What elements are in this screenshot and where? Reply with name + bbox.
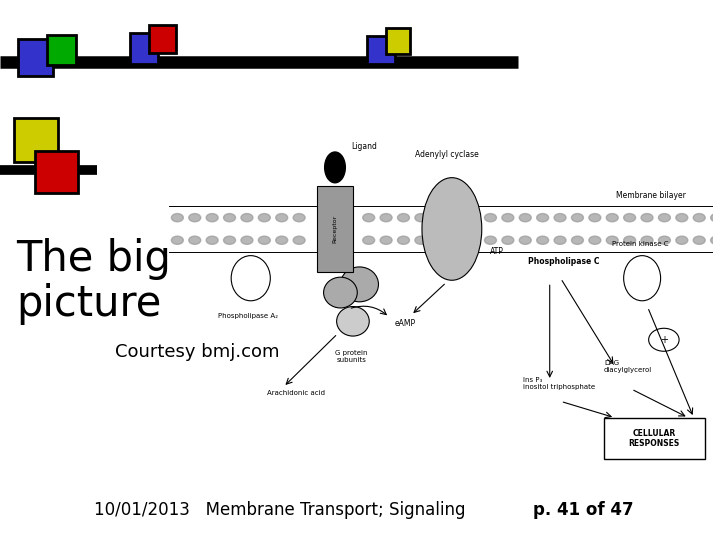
- Ellipse shape: [554, 236, 566, 244]
- Ellipse shape: [258, 236, 270, 244]
- Ellipse shape: [519, 236, 531, 244]
- Text: Courtesy bmj.com: Courtesy bmj.com: [115, 343, 279, 361]
- Ellipse shape: [223, 236, 235, 244]
- Text: Ins P₃
inositol triphosphate: Ins P₃ inositol triphosphate: [523, 377, 595, 390]
- Ellipse shape: [589, 236, 600, 244]
- Ellipse shape: [397, 236, 410, 244]
- Ellipse shape: [397, 213, 410, 222]
- Bar: [149, 25, 176, 53]
- Ellipse shape: [485, 213, 497, 222]
- Bar: [318, 186, 353, 272]
- Bar: [35, 151, 78, 193]
- Ellipse shape: [554, 213, 566, 222]
- Bar: [367, 36, 395, 64]
- Text: 10/01/2013   Membrane Transport; Signaling: 10/01/2013 Membrane Transport; Signaling: [94, 502, 465, 519]
- Text: Protein kinase C: Protein kinase C: [612, 241, 669, 247]
- Ellipse shape: [341, 267, 379, 302]
- Ellipse shape: [415, 213, 427, 222]
- Ellipse shape: [572, 236, 583, 244]
- Ellipse shape: [276, 236, 288, 244]
- Ellipse shape: [693, 236, 705, 244]
- Ellipse shape: [641, 213, 653, 222]
- Text: The big
picture: The big picture: [16, 238, 171, 325]
- Ellipse shape: [241, 236, 253, 244]
- Text: ATP: ATP: [490, 247, 504, 256]
- Text: Phospholipase A₂: Phospholipase A₂: [218, 313, 278, 319]
- Bar: [386, 28, 410, 54]
- Ellipse shape: [572, 213, 583, 222]
- Ellipse shape: [171, 236, 184, 244]
- Ellipse shape: [206, 236, 218, 244]
- Ellipse shape: [189, 236, 201, 244]
- Ellipse shape: [502, 213, 514, 222]
- Ellipse shape: [606, 213, 618, 222]
- Bar: [47, 35, 76, 65]
- Ellipse shape: [624, 213, 636, 222]
- Ellipse shape: [276, 213, 288, 222]
- Ellipse shape: [536, 236, 549, 244]
- Text: G protein
subunits: G protein subunits: [335, 350, 367, 363]
- Ellipse shape: [293, 213, 305, 222]
- Ellipse shape: [676, 213, 688, 222]
- Ellipse shape: [641, 236, 653, 244]
- Ellipse shape: [323, 277, 357, 308]
- Ellipse shape: [624, 255, 661, 301]
- Ellipse shape: [415, 236, 427, 244]
- Circle shape: [649, 328, 679, 351]
- Text: Arachidonic acid: Arachidonic acid: [267, 390, 325, 396]
- Text: +: +: [660, 335, 668, 345]
- Ellipse shape: [485, 236, 497, 244]
- Text: DAG
diacylglycerol: DAG diacylglycerol: [604, 360, 652, 373]
- Text: Adenylyl cyclase: Adenylyl cyclase: [415, 150, 478, 159]
- Ellipse shape: [658, 236, 670, 244]
- Bar: [604, 418, 705, 459]
- Text: Receptor: Receptor: [333, 215, 338, 243]
- Ellipse shape: [241, 213, 253, 222]
- Text: Membrane bilayer: Membrane bilayer: [616, 191, 685, 200]
- Ellipse shape: [171, 213, 184, 222]
- Ellipse shape: [223, 213, 235, 222]
- Ellipse shape: [380, 213, 392, 222]
- Ellipse shape: [363, 236, 374, 244]
- Text: p. 41 of 47: p. 41 of 47: [533, 502, 634, 519]
- Bar: [14, 118, 58, 162]
- Ellipse shape: [589, 213, 600, 222]
- Ellipse shape: [676, 236, 688, 244]
- Ellipse shape: [519, 213, 531, 222]
- Ellipse shape: [693, 213, 705, 222]
- Bar: [130, 33, 158, 64]
- Ellipse shape: [293, 236, 305, 244]
- Ellipse shape: [231, 255, 270, 301]
- Ellipse shape: [380, 236, 392, 244]
- Text: Ligand: Ligand: [351, 142, 377, 151]
- Ellipse shape: [711, 236, 720, 244]
- Text: CELLULAR
RESPONSES: CELLULAR RESPONSES: [629, 429, 680, 448]
- Bar: [18, 39, 53, 76]
- Ellipse shape: [606, 236, 618, 244]
- Ellipse shape: [502, 236, 514, 244]
- Text: eAMP: eAMP: [395, 319, 416, 328]
- Ellipse shape: [337, 307, 369, 336]
- Ellipse shape: [189, 213, 201, 222]
- Ellipse shape: [325, 152, 346, 183]
- Ellipse shape: [624, 236, 636, 244]
- Ellipse shape: [658, 213, 670, 222]
- Ellipse shape: [422, 178, 482, 280]
- Ellipse shape: [258, 213, 270, 222]
- Ellipse shape: [536, 213, 549, 222]
- Text: Phospholipase C: Phospholipase C: [528, 257, 600, 266]
- Ellipse shape: [363, 213, 374, 222]
- Ellipse shape: [206, 213, 218, 222]
- Ellipse shape: [711, 213, 720, 222]
